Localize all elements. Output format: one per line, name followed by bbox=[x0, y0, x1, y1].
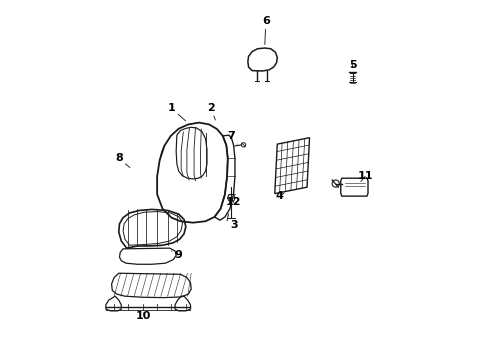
Text: 7: 7 bbox=[227, 131, 237, 144]
Text: 10: 10 bbox=[136, 311, 151, 320]
Text: 11: 11 bbox=[357, 171, 373, 181]
Text: 12: 12 bbox=[226, 197, 241, 207]
Text: 9: 9 bbox=[172, 250, 183, 260]
Text: 6: 6 bbox=[262, 17, 270, 45]
Text: 3: 3 bbox=[230, 216, 238, 230]
Text: 5: 5 bbox=[349, 59, 356, 69]
Text: 4: 4 bbox=[276, 191, 284, 201]
Text: 2: 2 bbox=[207, 103, 215, 120]
Text: 8: 8 bbox=[115, 153, 130, 167]
Text: 1: 1 bbox=[168, 103, 186, 121]
